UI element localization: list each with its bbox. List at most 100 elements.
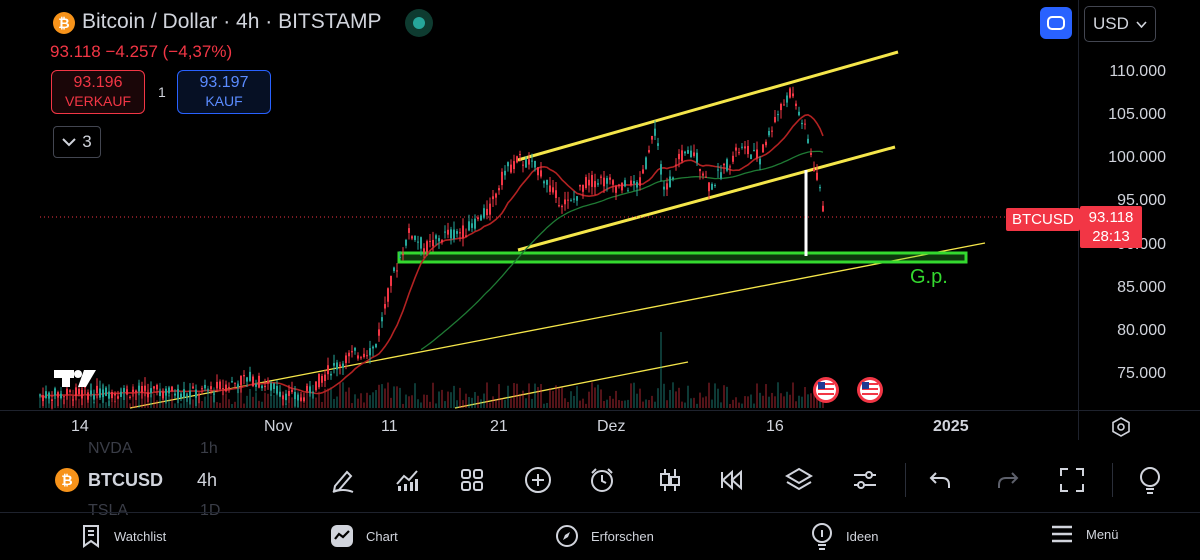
alarm-icon[interactable] (582, 460, 622, 500)
candle-body (48, 392, 50, 399)
candle-body (183, 389, 185, 398)
volume-bar (516, 383, 518, 408)
candle-body (651, 135, 653, 140)
volume-bar (84, 389, 86, 408)
volume-bar (336, 396, 338, 408)
long-trend-line[interactable] (129, 242, 986, 409)
candle-body (381, 317, 383, 322)
candles-icon[interactable] (650, 460, 690, 500)
volume-bar (324, 388, 326, 408)
volume-bar (432, 382, 434, 408)
settings-sliders-icon[interactable] (845, 460, 885, 500)
candle-body (573, 198, 575, 200)
channel-upper-line[interactable] (517, 50, 899, 162)
candle-body (222, 388, 224, 390)
channel-lower-line[interactable] (517, 145, 896, 252)
zone-annotation-label[interactable]: G.p. (910, 266, 948, 288)
volume-bar (441, 389, 443, 408)
volume-bar (369, 395, 371, 408)
volume-bar (765, 384, 767, 408)
sell-button[interactable]: 93.196 VERKAUF (51, 70, 145, 114)
candle-body (417, 241, 419, 243)
volume-bar (618, 400, 620, 408)
redo-icon[interactable] (988, 460, 1028, 500)
volume-bar (318, 391, 320, 408)
candle-body (714, 185, 716, 187)
volume-bar (399, 387, 401, 408)
volume-bar (708, 382, 710, 408)
volume-bar (321, 401, 323, 408)
volume-bar (729, 403, 731, 408)
chart-type-icon[interactable] (387, 460, 427, 500)
nav-chart[interactable]: Chart (330, 524, 398, 548)
ideas-icon[interactable] (1130, 460, 1170, 500)
nav-menu[interactable]: Menü (1050, 524, 1119, 544)
volume-bar (582, 398, 584, 408)
candle-body (669, 176, 671, 188)
candle-body (93, 394, 95, 400)
us-event-flag-icon[interactable] (857, 377, 883, 403)
volume-bar (615, 390, 617, 408)
candle-body (450, 229, 452, 239)
ghost-watchlist-interval: 1h (200, 440, 218, 457)
candle-body (225, 384, 227, 392)
candle-body (72, 399, 74, 401)
toolbar-separator (905, 463, 906, 497)
symbol-title[interactable]: Bitcoin / Dollar · 4h · BITSTAMP (82, 10, 382, 33)
price-chart[interactable] (0, 0, 1078, 410)
volume-bar (396, 386, 398, 408)
candle-body (420, 237, 422, 249)
market-open-status-icon[interactable] (405, 9, 433, 37)
x-tick: Dez (597, 418, 626, 435)
volume-bar (588, 391, 590, 408)
fullscreen-icon[interactable] (1052, 460, 1092, 500)
nav-watchlist[interactable]: Watchlist (80, 524, 166, 548)
candle-body (192, 386, 194, 389)
buy-button[interactable]: 93.197 KAUF (177, 70, 271, 114)
nav-explore[interactable]: Erforschen (555, 524, 654, 548)
tradingview-logo-icon (54, 370, 96, 387)
short-trend-line[interactable] (454, 361, 689, 409)
support-zone-rect[interactable] (397, 251, 968, 264)
candle-body (84, 386, 86, 388)
candle-body (768, 131, 770, 136)
layout-grid-icon[interactable] (452, 460, 492, 500)
currency-select[interactable]: USD (1084, 6, 1156, 42)
layers-icon[interactable] (779, 460, 819, 500)
volume-bar (216, 402, 218, 408)
candle-body (426, 241, 428, 252)
order-quantity[interactable]: 1 (158, 84, 166, 100)
volume-bar (462, 400, 464, 408)
us-event-flag-icon[interactable] (813, 377, 839, 403)
candle-body (606, 178, 608, 184)
moving-average-slow (420, 150, 824, 351)
volume-bar (306, 383, 308, 408)
candle-body (165, 388, 167, 396)
y-tick: 75.000 (1117, 365, 1166, 382)
volume-bar (144, 385, 146, 408)
add-icon[interactable] (518, 460, 558, 500)
replay-icon[interactable] (713, 460, 753, 500)
volume-bar (561, 387, 563, 408)
volume-bar (402, 403, 404, 408)
volume-bar (693, 397, 695, 408)
sync-drawings-button[interactable] (1040, 7, 1072, 39)
volume-bar (252, 396, 254, 408)
hamburger-menu-icon (1052, 525, 1072, 543)
chart-settings-hex-icon[interactable] (1110, 416, 1132, 438)
candle-body (612, 180, 614, 185)
volume-bar (246, 395, 248, 408)
candle-body (327, 365, 329, 375)
pencil-icon[interactable] (323, 460, 363, 500)
volume-bar (456, 400, 458, 408)
candle-body (723, 163, 725, 166)
indicators-collapse-button[interactable]: 3 (53, 126, 101, 158)
toolbar-symbol-button[interactable]: BTCUSD (88, 470, 163, 490)
undo-icon[interactable] (920, 460, 960, 500)
candle-body (687, 150, 689, 154)
nav-ideas[interactable]: Ideen (810, 522, 879, 550)
toolbar-interval-button[interactable]: 4h (197, 470, 218, 490)
volume-bar (621, 400, 623, 408)
candle-body (249, 371, 251, 381)
volume-bar (585, 403, 587, 408)
